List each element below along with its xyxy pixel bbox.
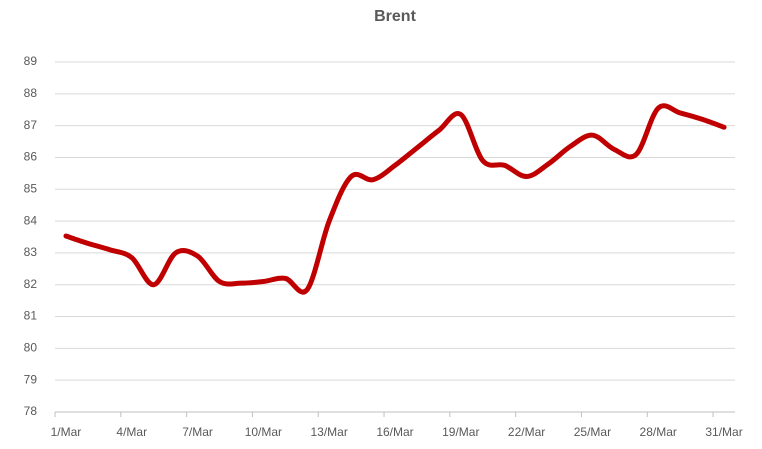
- y-tick-label: 85: [24, 181, 38, 195]
- x-tick-label: 16/Mar: [376, 425, 413, 439]
- x-tick-label: 28/Mar: [640, 425, 677, 439]
- y-tick-label: 87: [24, 118, 38, 132]
- line-series: [63, 103, 727, 295]
- x-tick-label: 7/Mar: [182, 425, 213, 439]
- x-tick-label: 19/Mar: [442, 425, 479, 439]
- y-tick-label: 86: [24, 150, 38, 164]
- y-tick-label: 79: [24, 372, 38, 386]
- x-tick-label: 31/Mar: [705, 425, 742, 439]
- y-tick-label: 80: [24, 341, 38, 355]
- x-tick-label: 4/Mar: [116, 425, 147, 439]
- x-tick-label: 10/Mar: [245, 425, 282, 439]
- x-tick-label: 1/Mar: [51, 425, 82, 439]
- y-tick-label: 83: [24, 245, 38, 259]
- y-tick-label: 84: [24, 213, 38, 227]
- y-tick-label: 89: [24, 54, 38, 68]
- y-tick-label: 88: [24, 86, 38, 100]
- y-tick-label: 82: [24, 277, 38, 291]
- x-tick-label: 22/Mar: [508, 425, 545, 439]
- y-tick-label: 78: [24, 404, 38, 418]
- chart-title: Brent: [374, 8, 416, 25]
- y-tick-label: 81: [24, 309, 38, 323]
- x-tick-label: 25/Mar: [574, 425, 611, 439]
- x-tick-label: 13/Mar: [311, 425, 348, 439]
